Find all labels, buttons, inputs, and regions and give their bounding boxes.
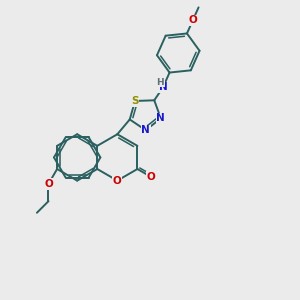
Text: N: N [157, 113, 165, 123]
Text: S: S [131, 96, 139, 106]
Text: O: O [188, 15, 197, 26]
Text: H: H [157, 78, 164, 87]
Text: N: N [141, 125, 150, 135]
Text: O: O [44, 179, 53, 189]
Text: O: O [113, 176, 122, 186]
Text: O: O [146, 172, 155, 182]
Text: N: N [158, 82, 167, 92]
